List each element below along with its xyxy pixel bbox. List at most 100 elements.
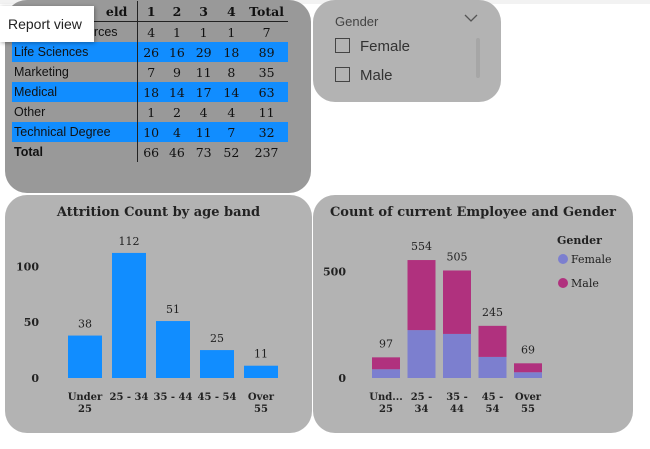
legend-label: Female [571, 253, 612, 266]
cell-value: 46 [168, 144, 185, 160]
cell-value: 9 [172, 64, 181, 80]
cell-value: 52 [223, 144, 240, 160]
cell-value: 14 [217, 82, 246, 102]
cell-value: 4 [227, 104, 236, 120]
chart-title: Attrition Count by age band [56, 205, 261, 220]
cell-value: Total [245, 1, 288, 22]
data-label: 112 [119, 235, 140, 248]
cell-value: 11 [189, 122, 218, 142]
attrition-by-age-chart[interactable]: Attrition Count by age band 0 50 100 38 Unde… [5, 195, 312, 433]
employee-gender-chart[interactable]: Count of current Employee and Gender 0 50… [313, 195, 633, 433]
option-label-male: Male [360, 67, 393, 84]
matrix-row[interactable]: Technical Degree 10 4 11 7 32 [12, 122, 288, 142]
checkbox-male[interactable] [335, 67, 350, 82]
data-label: 97 [379, 337, 393, 350]
chevron-down-icon[interactable] [463, 12, 479, 24]
x-tick-label: 45 - 54 [198, 392, 237, 403]
cell-value: 2 [164, 1, 190, 22]
bar [200, 350, 234, 378]
x-tick-label: 45 - [482, 392, 504, 403]
cell-value: 8 [227, 64, 236, 80]
row-label: Other [12, 102, 139, 122]
cell-value: 237 [254, 144, 279, 160]
cell-value: 11 [258, 104, 275, 120]
x-tick-label: Over [515, 392, 542, 403]
data-label: 38 [78, 318, 92, 331]
cell-value: 35 [258, 64, 275, 80]
option-label-female: Female [360, 38, 411, 55]
x-tick-label: 25 - 34 [110, 392, 149, 403]
cell-value: 66 [143, 144, 160, 160]
cell-value: 26 [137, 42, 165, 62]
x-tick-label: 54 [486, 404, 500, 415]
x-tick-label: 25 [379, 404, 393, 415]
cell-value: 16 [164, 42, 190, 62]
cell-value: 1 [137, 1, 165, 22]
cell-value: 1 [199, 24, 208, 40]
data-label: 505 [447, 250, 468, 263]
gender-slicer[interactable]: Gender Female Male [313, 0, 501, 102]
cell-value: 18 [137, 82, 165, 102]
x-tick-label: Und... [369, 392, 402, 403]
bar-segment-female [514, 372, 542, 378]
bar-segment-female [478, 356, 507, 378]
x-tick-label: 35 - [446, 392, 468, 403]
bar-segment-female [407, 330, 436, 378]
legend-title: Gender [557, 234, 602, 247]
bar-segment-female [372, 369, 400, 378]
cell-value: 7 [217, 122, 246, 142]
cell-value: 1 [147, 104, 156, 120]
bar [156, 321, 190, 378]
slicer-option-female[interactable]: Female [335, 38, 410, 55]
row-label: Technical Degree [12, 122, 139, 142]
matrix-row[interactable]: Life Sciences 26 16 29 18 89 [12, 42, 288, 62]
y-tick-label: 500 [323, 266, 346, 279]
x-tick-label: 55 [254, 404, 268, 415]
legend-marker-female [558, 254, 568, 264]
cell-value: 7 [147, 64, 156, 80]
bar-segment-female [443, 333, 471, 378]
data-label: 69 [521, 343, 535, 356]
bar [244, 365, 278, 378]
y-tick-label: 0 [338, 372, 346, 385]
cell-value: 4 [164, 122, 190, 142]
data-label: 51 [166, 303, 180, 316]
x-tick-label: 25 - [411, 392, 433, 403]
bar-segment-male [443, 270, 471, 334]
y-tick-label: 50 [24, 316, 40, 329]
cell-value: 14 [164, 82, 190, 102]
legend-label: Male [571, 277, 599, 290]
cell-value: 11 [195, 64, 212, 80]
legend-marker-male [558, 278, 568, 288]
matrix-row[interactable]: Marketing 7 9 11 8 35 [12, 62, 288, 82]
bar-segment-male [372, 357, 400, 370]
x-tick-label: 35 - 44 [154, 392, 193, 403]
matrix-total-row[interactable]: Total 66 46 73 52 237 [12, 142, 288, 162]
x-tick-label: 25 [78, 404, 92, 415]
row-label: Life Sciences [12, 42, 139, 62]
cell-value: 29 [189, 42, 218, 62]
slicer-option-male[interactable]: Male [335, 67, 393, 84]
cell-value: 1 [227, 24, 236, 40]
checkbox-female[interactable] [335, 38, 350, 53]
slicer-scrollbar[interactable] [476, 38, 480, 78]
cell-value: 89 [245, 42, 288, 62]
x-tick-label: Under [68, 392, 103, 403]
bar-segment-male [514, 363, 542, 373]
cell-value: 3 [189, 1, 218, 22]
slicer-title: Gender [335, 14, 379, 29]
row-label: Medical [12, 82, 139, 102]
cell-value: 4 [217, 1, 246, 22]
cell-value: 18 [217, 42, 246, 62]
report-view-tooltip: Report view [0, 6, 94, 42]
cell-value: 63 [245, 82, 288, 102]
matrix-row[interactable]: Medical 18 14 17 14 63 [12, 82, 288, 102]
y-tick-label: 100 [16, 260, 39, 273]
data-label: 554 [411, 240, 432, 253]
chart-title: Count of current Employee and Gender [329, 205, 617, 220]
data-label: 25 [210, 332, 224, 345]
matrix-row[interactable]: Other 1 2 4 4 11 [12, 102, 288, 122]
x-tick-label: 55 [521, 404, 535, 415]
bar [68, 335, 102, 378]
